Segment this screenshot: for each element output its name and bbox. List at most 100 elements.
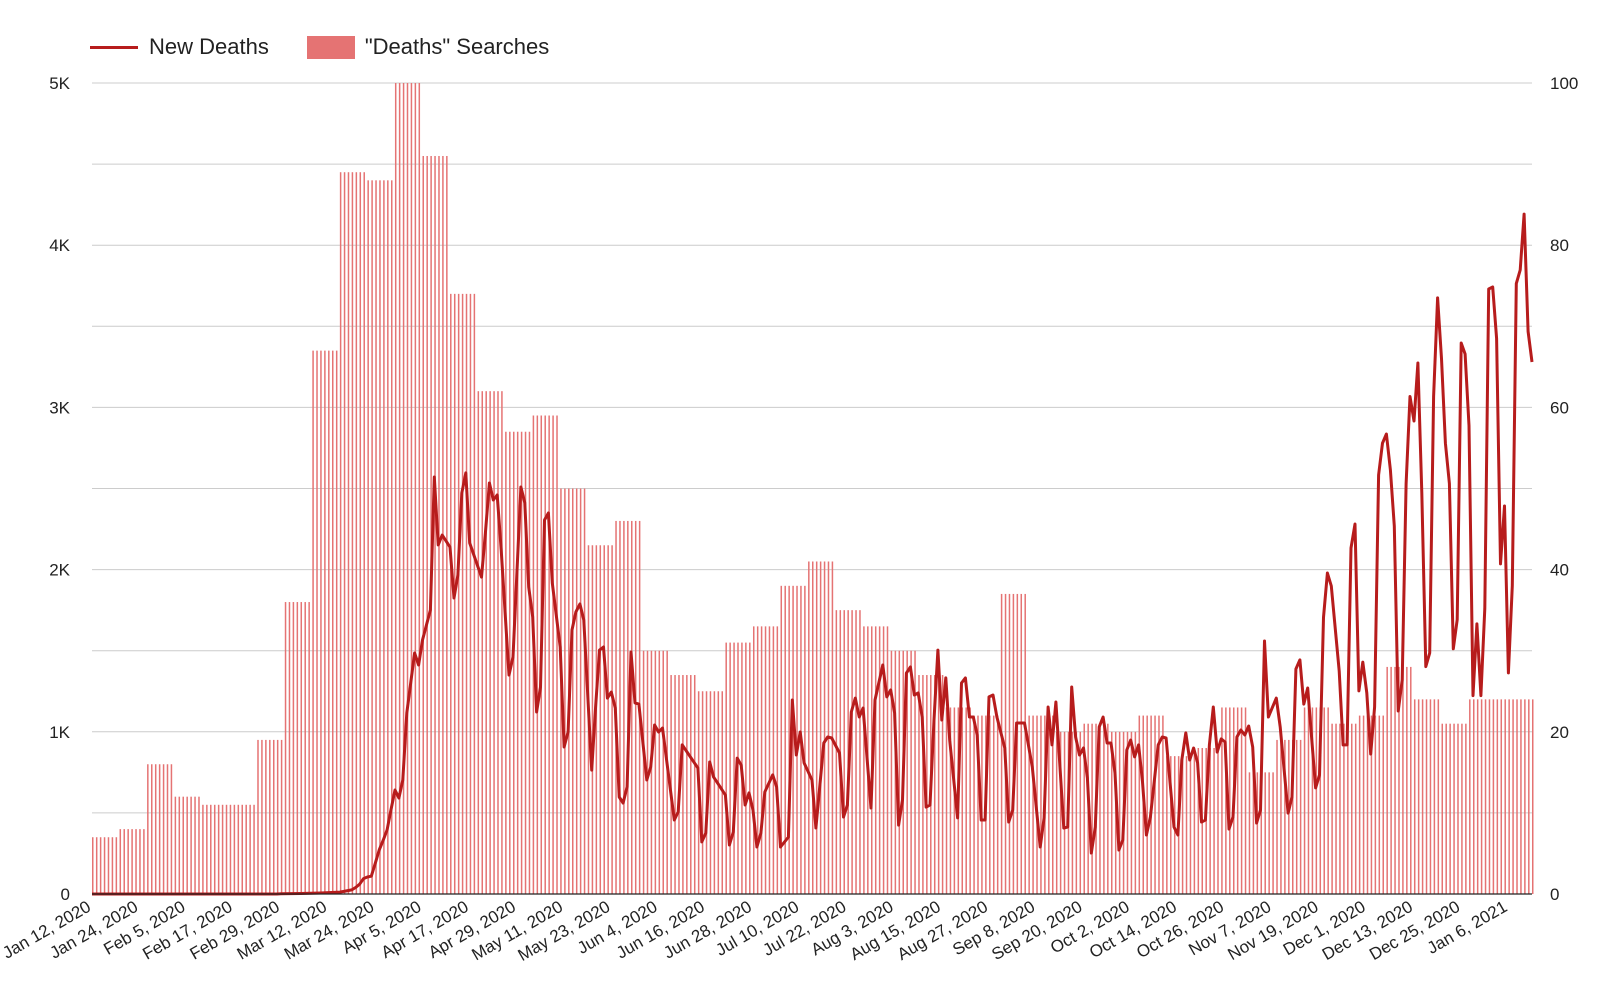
search-bar — [756, 626, 759, 894]
search-bar — [886, 626, 889, 894]
search-bar — [335, 350, 338, 894]
search-bar — [1079, 731, 1082, 894]
search-bar — [1158, 715, 1160, 894]
search-bar — [831, 561, 834, 894]
search-bar — [764, 626, 767, 894]
search-bar — [422, 155, 424, 895]
search-bar — [512, 431, 515, 894]
search-bar — [772, 626, 775, 894]
search-bar — [1138, 715, 1141, 894]
search-bar — [1146, 715, 1148, 894]
search-bar — [784, 585, 786, 894]
search-bar — [332, 350, 334, 894]
search-bar — [859, 610, 861, 894]
search-bar — [843, 610, 845, 894]
search-bar — [752, 626, 755, 894]
search-bar — [217, 804, 220, 894]
search-bar — [457, 293, 460, 894]
search-bar — [1103, 723, 1105, 894]
search-bar — [1221, 707, 1223, 894]
right-axis-tick-label: 60 — [1550, 398, 1569, 417]
search-bar — [1292, 739, 1294, 894]
search-bar — [1020, 593, 1023, 894]
search-bar — [505, 431, 507, 894]
search-bar — [1410, 666, 1412, 894]
search-bar — [375, 180, 377, 894]
search-bar — [123, 829, 125, 894]
left-axis-tick-label: 2K — [49, 561, 70, 580]
search-bar — [965, 707, 967, 894]
search-bar — [359, 172, 362, 894]
search-bar — [288, 602, 291, 894]
search-bar — [1378, 715, 1381, 894]
search-bar — [1236, 707, 1239, 894]
search-bar — [1343, 723, 1345, 894]
search-bar — [1217, 748, 1219, 894]
search-bar — [631, 520, 633, 894]
search-bar — [394, 83, 397, 894]
search-bar — [434, 155, 436, 895]
search-bar — [1307, 707, 1310, 894]
search-bar — [835, 610, 838, 894]
right-axis-tick-label: 40 — [1550, 561, 1569, 580]
search-bar — [158, 764, 161, 894]
search-bar — [1032, 715, 1034, 894]
search-bar — [1354, 723, 1357, 894]
search-bar — [1413, 699, 1416, 894]
search-bar — [1433, 699, 1436, 894]
search-bar — [284, 602, 287, 894]
search-bar — [1008, 593, 1011, 894]
search-bar — [497, 391, 499, 894]
search-bar — [977, 715, 979, 894]
search-bar — [1398, 666, 1400, 894]
search-bar — [95, 837, 98, 894]
search-bar — [1374, 715, 1377, 894]
search-bar — [733, 642, 735, 894]
search-bar — [583, 488, 586, 894]
search-bar — [804, 585, 806, 894]
search-bar — [1229, 707, 1231, 894]
search-bar — [933, 675, 936, 894]
search-bar — [937, 675, 940, 894]
search-bar — [154, 764, 157, 894]
search-bar — [249, 804, 251, 894]
left-axis-tick-label: 1K — [49, 723, 70, 742]
search-bar — [1425, 699, 1428, 894]
search-bar — [312, 350, 314, 894]
search-bar — [221, 804, 224, 894]
search-bar — [1406, 666, 1408, 894]
search-bar — [1370, 715, 1373, 894]
search-bar — [819, 561, 822, 894]
search-bar — [780, 585, 783, 894]
search-bar — [760, 626, 763, 894]
search-bar — [1484, 699, 1487, 894]
search-bar — [623, 520, 625, 894]
search-bar — [654, 650, 657, 894]
right-axis-tick-label: 80 — [1550, 236, 1569, 255]
search-bar — [1244, 707, 1247, 894]
search-bar — [1524, 699, 1526, 894]
search-bar — [575, 488, 578, 894]
search-bar — [1000, 593, 1003, 894]
search-bar — [1295, 739, 1298, 894]
search-bar — [229, 804, 232, 894]
search-bar — [1528, 699, 1530, 894]
search-bar — [1091, 723, 1093, 894]
search-bar — [1280, 739, 1282, 894]
search-bar — [1162, 715, 1164, 894]
search-bar — [603, 545, 605, 894]
legend-item-new-deaths[interactable]: New Deaths — [90, 34, 269, 60]
search-bar — [1209, 748, 1211, 894]
search-bar — [973, 715, 975, 894]
right-axis-tick-label: 100 — [1550, 74, 1578, 93]
search-bar — [627, 520, 629, 894]
search-bar — [194, 796, 196, 894]
search-bar — [1170, 756, 1172, 894]
search-bar — [446, 155, 448, 895]
search-bar — [524, 431, 527, 894]
legend-item-searches[interactable]: "Deaths" Searches — [306, 34, 549, 60]
search-bar — [812, 561, 814, 894]
left-axis-tick-label: 3K — [49, 398, 70, 417]
search-bar — [1339, 723, 1341, 894]
